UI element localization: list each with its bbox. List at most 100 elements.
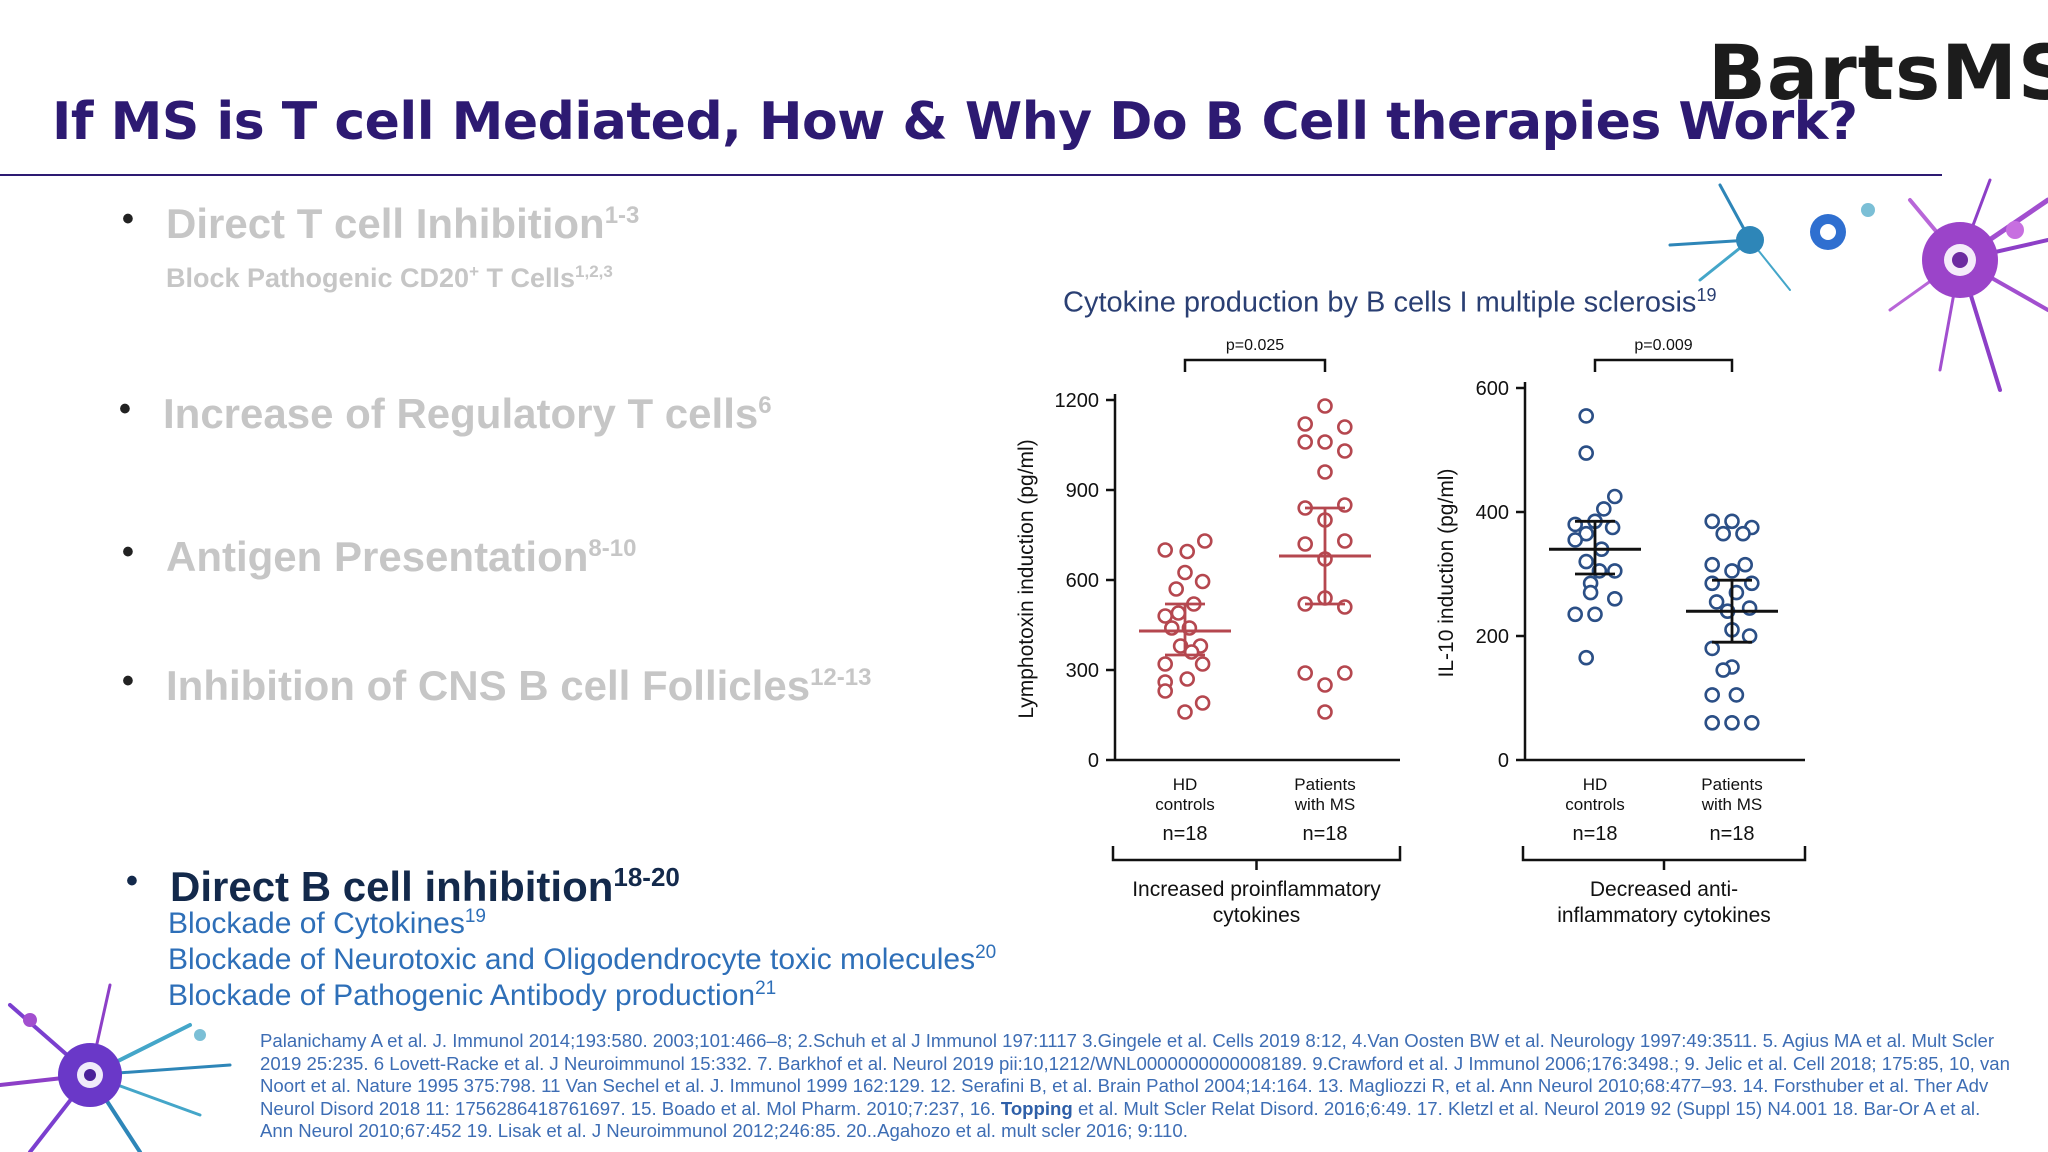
n-label: n=18 [1572,823,1617,845]
data-point [1317,434,1333,450]
y-tick-label: 600 [1066,570,1099,592]
data-point [1606,590,1623,607]
data-point [1336,599,1353,615]
bullet-text: Direct B cell inhibition [170,863,614,910]
sub-block-cd20-t-cells: Block Pathogenic CD20+ T Cells1,2,3 [166,262,613,294]
chart-heading-text: Cytokine production by B cells I multipl… [1063,286,1697,319]
data-point [1708,594,1725,610]
data-point [1317,677,1333,693]
data-point [1741,628,1758,644]
chart-heading: Cytokine production by B cells I multipl… [1063,285,1716,320]
sub-text: Block Pathogenic CD20 [166,263,470,293]
data-point [1177,564,1193,581]
x-category-label: controls [1565,795,1625,814]
data-point [1179,543,1195,560]
y-tick-label: 1200 [1055,390,1100,412]
data-point [1197,533,1213,549]
y-axis-label: IL-10 induction (pg/ml) [1435,469,1458,678]
data-point [1317,464,1333,480]
data-point [1737,556,1754,573]
data-point [1157,683,1173,699]
bullet-text: Inhibition of CNS B cell Follicles [166,662,811,709]
y-tick-label: 0 [1088,750,1099,772]
data-point [1157,656,1173,672]
bartsms-logo: BartsMS [1708,28,2048,117]
data-point [1704,640,1721,657]
slide-title: If MS is T cell Mediated, How & Why Do B… [52,92,1858,152]
bullet-ref: 6 [758,392,772,419]
data-point [1194,573,1211,590]
n-label: n=18 [1162,823,1207,845]
data-point [1606,563,1623,579]
group-bracket-label: cytokines [1213,904,1301,927]
bullet-dot: • [122,200,134,238]
data-point [1336,665,1353,681]
data-point [1582,584,1599,601]
data-point [1715,662,1732,678]
sub-item-neurotoxic: Blockade of Neurotoxic and Oligodendrocy… [168,942,996,977]
group-bracket-label: inflammatory cytokines [1557,904,1771,927]
data-point [1177,704,1193,720]
data-point [1297,416,1314,432]
references: Palanichamy A et al. J. Immunol 2014;193… [260,1030,2010,1143]
data-point [1578,553,1595,570]
data-point [1743,575,1760,592]
group-bracket-label: Increased proinflammatory [1132,878,1381,901]
sub-item-text: Blockade of Cytokines [168,907,465,940]
data-point [1336,497,1353,513]
cytokine-charts: 0 300 600 900 1200 Lymphotoxin induction (pg/… [1015,337,1807,927]
y-axis-label: Lymphotoxin induction (pg/ml) [1015,439,1038,718]
x-category-label: controls [1155,795,1215,814]
bullet-text: Increase of Regulatory T cells [163,390,759,437]
neuron-illustration-bottom-left [0,983,232,1152]
bullet-text: Antigen Presentation [166,533,589,580]
chart-heading-ref: 19 [1696,285,1717,305]
data-point [1336,443,1353,459]
bullet-cns-b-cell-follicles: • Inhibition of CNS B cell Follicles12-1… [122,662,872,710]
data-point [1587,606,1603,623]
bullet-direct-b-cell-inhibition: • Direct B cell inhibition18-20 [126,862,680,911]
n-label: n=18 [1709,823,1754,845]
n-label: n=18 [1302,823,1347,845]
x-category-label: HD [1173,775,1198,794]
bullet-ref: 12-13 [810,664,872,691]
references-bold: Topping [1000,1097,1073,1119]
x-category-label: HD [1583,775,1608,794]
bullet-text: Direct T cell Inhibition [166,200,605,247]
data-point [1297,536,1314,552]
y-tick-label: 200 [1476,626,1509,648]
data-point [1297,434,1314,450]
sub-item-ref: 20 [975,942,997,963]
group-bracket [1521,846,1807,862]
data-point [1194,695,1211,711]
group-bracket-label: Decreased anti- [1590,878,1738,901]
data-point [1183,644,1200,660]
sub-item-ref: 21 [755,978,777,999]
sub-item-antibody: Blockade of Pathogenic Antibody producti… [168,978,776,1013]
sub-item-text: Blockade of Neurotoxic and Oligodendrocy… [168,943,976,976]
data-point [1297,665,1314,681]
bullet-antigen-presentation: • Antigen Presentation8-10 [122,533,637,581]
data-point [1724,513,1740,530]
sub-text-2: T Cells [479,263,576,293]
data-point [1743,714,1760,731]
data-point [1578,649,1595,666]
data-point [1567,532,1584,548]
data-point [1728,687,1745,703]
data-point [1604,519,1621,536]
bullet-dot: • [119,390,131,428]
sub-item-ref: 19 [464,906,486,927]
bullet-ref: 18-20 [613,862,680,892]
x-category-label: with MS [1294,795,1355,814]
bullet-dot: • [122,533,134,571]
y-tick-label: 900 [1066,480,1099,502]
data-point [1704,575,1721,592]
x-category-label: Patients [1701,775,1762,794]
data-point [1336,533,1353,549]
data-point [1704,556,1721,573]
x-category-label: with MS [1701,795,1762,814]
data-point [1317,398,1333,414]
data-point [1704,513,1721,530]
bullet-ref: 8-10 [588,535,637,562]
references-text-1: Palanichamy A et al. J. Immunol 2014;193… [260,1030,2010,1119]
